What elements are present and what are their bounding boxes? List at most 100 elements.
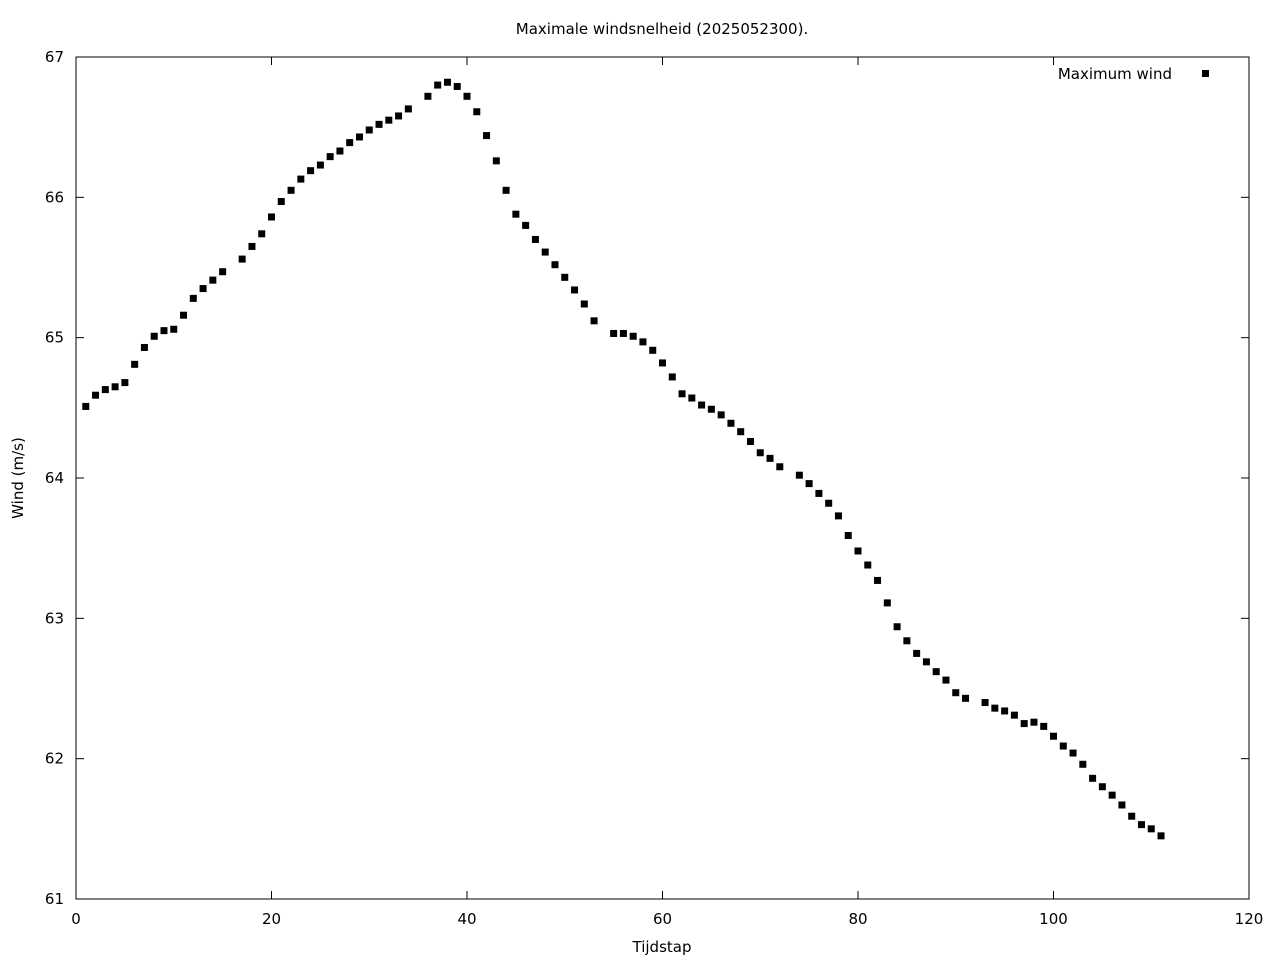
data-point	[287, 186, 295, 194]
data-point	[1108, 791, 1116, 799]
data-point	[209, 276, 217, 284]
data-point	[952, 689, 960, 697]
x-tick-label: 100	[1039, 910, 1068, 928]
data-point	[140, 343, 148, 351]
data-point	[639, 338, 647, 346]
y-tick-label: 61	[45, 890, 64, 908]
data-point	[551, 261, 559, 269]
data-point	[922, 658, 930, 666]
data-point	[316, 161, 324, 169]
data-point	[737, 428, 745, 436]
data-point	[512, 210, 520, 218]
data-point	[1147, 825, 1155, 833]
data-point	[766, 454, 774, 462]
data-point	[834, 512, 842, 520]
y-tick-label: 62	[45, 750, 64, 768]
y-tick-label: 66	[45, 188, 64, 206]
data-point	[326, 153, 334, 161]
data-point	[434, 81, 442, 89]
data-point	[531, 235, 539, 243]
data-point	[883, 599, 891, 607]
data-point	[844, 532, 852, 540]
data-point	[522, 221, 530, 229]
data-point	[707, 405, 715, 413]
data-point	[131, 360, 139, 368]
data-point	[580, 300, 588, 308]
data-point	[864, 561, 872, 569]
data-point	[942, 676, 950, 684]
y-tick-label: 67	[45, 48, 64, 66]
data-point	[1010, 711, 1018, 719]
y-axis-label: Wind (m/s)	[9, 437, 27, 519]
legend-marker	[1202, 70, 1209, 77]
data-point	[238, 255, 246, 263]
data-point	[746, 438, 754, 446]
x-tick-label: 60	[653, 910, 672, 928]
chart-title: Maximale windsnelheid (2025052300).	[516, 20, 808, 38]
data-point	[619, 329, 627, 337]
data-point	[336, 147, 344, 155]
data-point	[688, 394, 696, 402]
data-points	[82, 78, 1165, 840]
data-point	[463, 92, 471, 100]
data-point	[1118, 801, 1126, 809]
data-point	[629, 332, 637, 340]
data-point	[1069, 749, 1077, 757]
data-point	[1128, 812, 1136, 820]
data-point	[698, 401, 706, 409]
data-point	[1157, 832, 1165, 840]
x-tick-label: 20	[262, 910, 281, 928]
data-point	[355, 133, 363, 141]
data-point	[277, 198, 285, 206]
data-point	[307, 167, 315, 175]
data-point	[258, 230, 266, 238]
data-point	[561, 273, 569, 281]
y-tick-label: 63	[45, 609, 64, 627]
data-point	[297, 175, 305, 183]
data-point	[571, 286, 579, 294]
data-point	[913, 649, 921, 657]
data-point	[1137, 821, 1145, 829]
data-point	[121, 379, 129, 387]
data-point	[404, 105, 412, 113]
data-point	[1098, 783, 1106, 791]
data-point	[668, 373, 676, 381]
y-tick-label: 65	[45, 329, 64, 347]
data-point	[1020, 720, 1028, 728]
data-point	[268, 213, 275, 221]
data-point	[92, 391, 100, 399]
data-point	[248, 242, 256, 250]
data-point	[82, 402, 90, 410]
data-point	[893, 623, 901, 631]
x-tick-label: 0	[71, 910, 81, 928]
data-point	[199, 285, 207, 293]
data-point	[453, 82, 461, 90]
data-point	[1089, 774, 1097, 782]
data-point	[659, 359, 666, 367]
legend: Maximum wind	[1058, 65, 1209, 83]
data-point	[385, 116, 393, 124]
data-point	[150, 332, 158, 340]
data-point	[189, 294, 197, 302]
data-point	[395, 112, 403, 120]
data-point	[874, 576, 882, 584]
data-point	[981, 699, 989, 707]
data-point	[610, 329, 618, 337]
data-point	[825, 499, 833, 507]
data-point	[375, 120, 383, 128]
data-point	[854, 547, 862, 555]
data-point	[756, 449, 764, 457]
data-point	[180, 311, 188, 319]
data-point	[815, 489, 823, 497]
data-point	[443, 78, 451, 86]
x-tick-label: 120	[1235, 910, 1264, 928]
data-point	[1040, 722, 1048, 730]
data-point	[1001, 707, 1009, 715]
x-tick-label: 80	[848, 910, 867, 928]
data-point	[219, 268, 227, 276]
data-point	[727, 419, 735, 427]
data-point	[590, 317, 598, 325]
data-point	[678, 390, 686, 398]
data-point	[962, 694, 970, 702]
